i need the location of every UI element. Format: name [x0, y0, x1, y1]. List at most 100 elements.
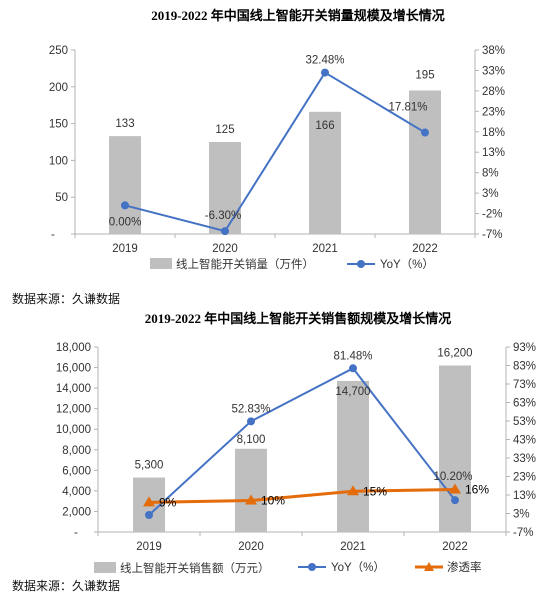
legend-swatch-sales-revenue [94, 562, 116, 573]
bar [409, 90, 441, 234]
right-tick-label: 23% [513, 472, 536, 484]
left-tick-label: 12,000 [56, 404, 91, 416]
legend-swatch-sales-volume [150, 258, 172, 269]
right-tick-label: 33% [482, 65, 505, 77]
x-tick-label: 2019 [112, 243, 138, 255]
yoy-point [421, 128, 429, 137]
legend-label-sales-revenue: 线上智能开关销售额（万元） [120, 561, 270, 575]
left-tick-label: 6,000 [62, 465, 91, 477]
left-tick-label: - [74, 527, 78, 539]
legend-label-penetration: 渗透率 [447, 560, 482, 574]
yoy-point [451, 496, 459, 505]
right-tick-label: 93% [513, 342, 536, 354]
right-tick-label: 33% [513, 453, 536, 465]
chart-2-legend: 线上智能开关销售额（万元） YoY（%） 渗透率 [94, 560, 482, 575]
right-tick-label: 63% [513, 398, 536, 410]
penetration-point [449, 483, 461, 494]
yoy-point [121, 201, 129, 210]
right-tick-label: 73% [513, 379, 536, 391]
bar-value-label: 166 [315, 120, 334, 132]
yoy-line [124, 71, 426, 233]
left-tick-label: 14,000 [56, 383, 91, 395]
penetration-value-label: 9% [159, 495, 177, 509]
penetration-value-label: 16% [465, 482, 489, 496]
chart-2-axes: - 2,000 4,000 6,000 8,000 10,000 12,000 14,000 1… [56, 342, 536, 553]
chart-1-title: 2019-2022 年中国线上智能开关销量规模及增长情况 [151, 8, 445, 23]
chart-2: 2019-2022 年中国线上智能开关销售额规模及增长情况 - 2,000 4,00… [12, 311, 536, 593]
chart-1-legend: 线上智能开关销量（万件） YoY（%） [150, 257, 434, 271]
bar [209, 142, 241, 234]
yoy-point [247, 417, 255, 426]
right-tick-label: 28% [482, 86, 505, 98]
right-tick-label: 83% [513, 361, 536, 373]
left-tick-label: 100 [49, 155, 68, 167]
penetration-line [148, 487, 456, 504]
legend-marker-penetration [424, 562, 434, 571]
chart-2-lines [143, 364, 461, 519]
yoy-line [148, 367, 456, 516]
penetration-point [347, 485, 359, 496]
yoy-value-label: 10.20% [433, 471, 472, 483]
legend-label-yoy-2: YoY（%） [331, 561, 385, 574]
bar-value-label: 133 [115, 118, 134, 130]
left-tick-label: 8,000 [62, 445, 91, 457]
chart-1-lines [121, 68, 429, 236]
chart-1-source: 数据来源：久谦数据 [12, 291, 120, 306]
legend-label-sales-volume: 线上智能开关销量（万件） [176, 257, 314, 271]
yoy-value-label: 0.00% [109, 216, 142, 228]
bar [309, 111, 341, 234]
right-tick-label: -7% [513, 527, 533, 539]
right-tick-label: 43% [513, 435, 536, 447]
left-tick-label: 16,000 [56, 363, 91, 375]
x-tick-label: 2020 [238, 541, 264, 553]
left-tick-label: 150 [49, 119, 68, 131]
bar-value-label: 14,700 [335, 386, 370, 398]
right-tick-label: 13% [482, 147, 505, 159]
yoy-value-label: -6.30% [205, 210, 241, 222]
penetration-point [245, 494, 257, 505]
legend-marker-yoy-2 [308, 563, 316, 571]
chart-2-data-labels: 5,300 8,100 14,700 16,200 52.83% 81.48% 10.20%… [135, 348, 490, 510]
left-tick-label: 10,000 [56, 424, 91, 436]
yoy-value-label: 32.48% [305, 55, 344, 67]
x-tick-label: 2020 [212, 243, 238, 255]
right-tick-label: -2% [482, 209, 502, 221]
right-tick-label: 8% [482, 168, 499, 180]
bar [109, 136, 141, 234]
penetration-value-label: 10% [261, 494, 285, 508]
penetration-point [143, 496, 155, 507]
right-tick-label: 3% [482, 188, 499, 200]
right-tick-label: -7% [482, 229, 502, 241]
right-tick-label: 18% [482, 127, 505, 139]
bar-value-label: 16,200 [437, 348, 472, 360]
chart-2-title: 2019-2022 年中国线上智能开关销售额规模及增长情况 [145, 311, 452, 326]
yoy-value-label: 17.81% [388, 102, 427, 114]
bar-value-label: 195 [415, 69, 434, 81]
yoy-point [145, 511, 153, 519]
left-tick-label: 4,000 [62, 486, 91, 498]
bar [439, 365, 471, 532]
right-tick-label: 3% [513, 509, 530, 521]
bar-value-label: 8,100 [237, 434, 266, 446]
chart-1-bars [109, 90, 441, 234]
bar [235, 448, 267, 532]
chart-2-source: 数据来源：久谦数据 [12, 578, 120, 593]
right-tick-label: 13% [513, 490, 536, 502]
left-tick-label: 250 [49, 45, 68, 57]
x-tick-label: 2021 [340, 541, 366, 553]
legend-marker-yoy [357, 260, 365, 268]
bar-value-label: 5,300 [135, 460, 164, 472]
yoy-point [321, 68, 329, 77]
left-tick-label: 18,000 [56, 342, 91, 354]
legend-label-yoy: YoY（%） [380, 258, 434, 271]
bar-value-label: 125 [215, 124, 234, 136]
bar [337, 380, 369, 532]
yoy-point [349, 364, 357, 373]
right-tick-label: 38% [482, 45, 505, 57]
penetration-value-label: 15% [363, 484, 387, 498]
left-tick-label: - [51, 229, 55, 241]
yoy-point [221, 227, 229, 236]
x-tick-label: 2021 [312, 243, 338, 255]
chart-1: 2019-2022 年中国线上智能开关销量规模及增长情况 - 50 100 150 20… [12, 8, 505, 306]
